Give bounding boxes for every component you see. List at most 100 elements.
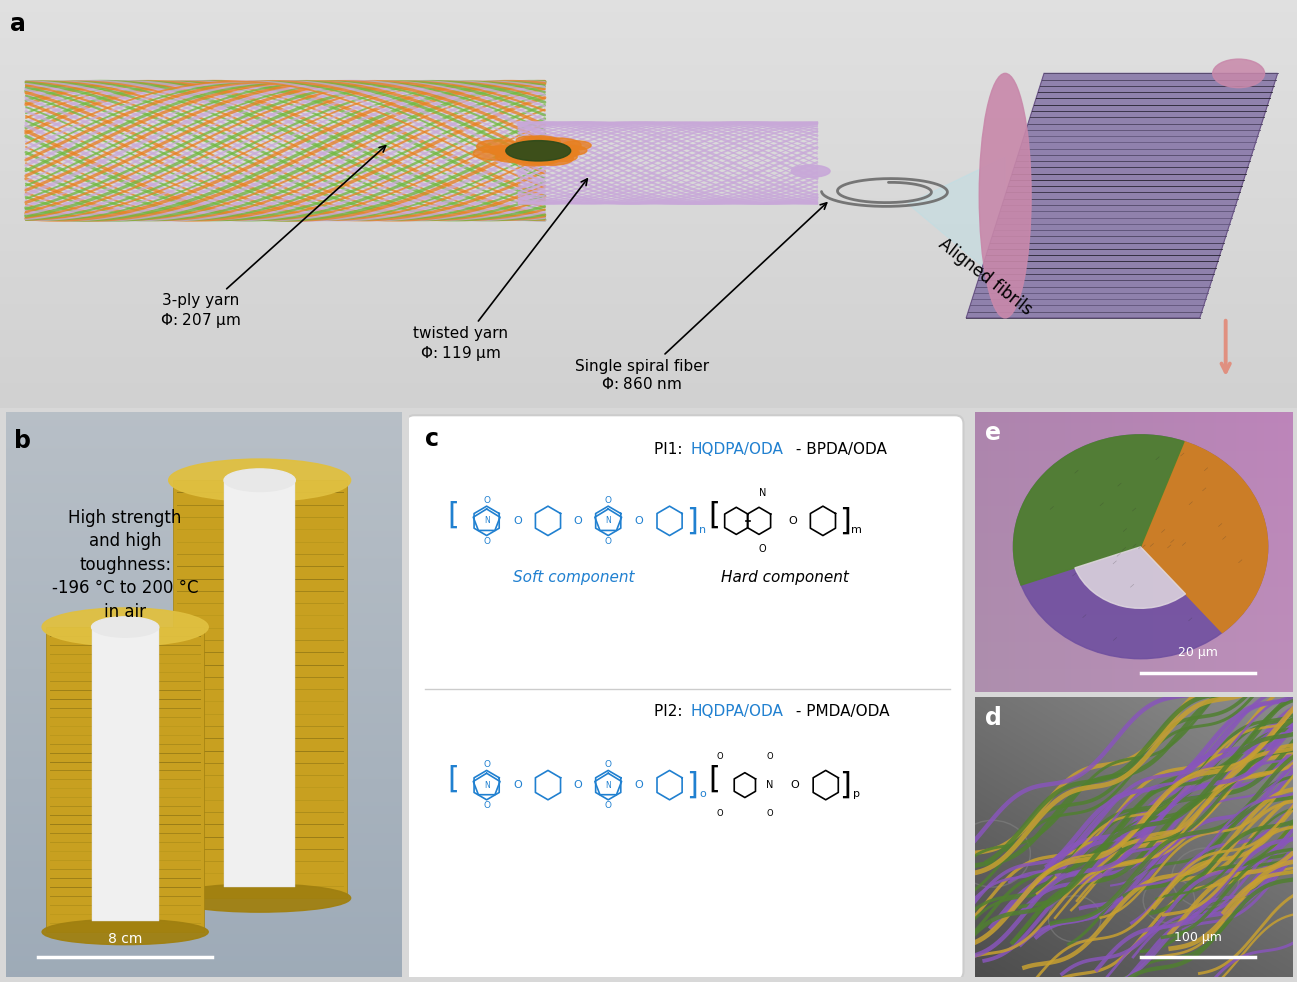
Text: [: [ [447,765,459,794]
Text: Single spiral fiber
$\Phi$: 860 nm: Single spiral fiber $\Phi$: 860 nm [575,203,826,392]
Text: O: O [484,496,490,505]
Text: O: O [604,801,612,810]
Circle shape [1013,435,1267,659]
FancyBboxPatch shape [406,415,964,980]
Circle shape [516,136,543,144]
Text: [: [ [447,501,459,529]
Text: O: O [604,496,612,505]
Text: O: O [484,801,490,810]
Circle shape [525,142,562,153]
Text: O: O [767,752,773,761]
Text: HQDPA/ODA: HQDPA/ODA [690,442,783,457]
Circle shape [555,145,586,155]
Text: HQDPA/ODA: HQDPA/ODA [690,704,783,719]
Circle shape [520,142,542,149]
Circle shape [528,152,550,159]
Circle shape [520,136,560,148]
Circle shape [473,146,518,160]
Circle shape [542,148,573,158]
Circle shape [520,152,562,165]
Circle shape [518,143,545,151]
Text: ]: ] [686,507,698,535]
Circle shape [507,149,554,164]
Text: Hard component: Hard component [721,570,850,585]
Text: 20 μm: 20 μm [1178,646,1218,659]
Text: ]: ] [839,771,851,799]
Circle shape [506,140,571,161]
Text: ]: ] [839,507,851,535]
Circle shape [489,145,521,155]
Circle shape [502,152,524,159]
Text: b: b [14,429,31,454]
Text: N: N [606,517,611,525]
Text: PI1:: PI1: [654,442,687,457]
Text: O: O [573,516,582,525]
Circle shape [545,147,580,158]
Text: m: m [851,525,861,535]
Ellipse shape [92,617,158,637]
Text: O: O [512,516,521,525]
Text: N: N [484,517,489,525]
Text: p: p [853,790,860,799]
Text: O: O [634,516,643,525]
Text: N: N [767,780,773,791]
FancyBboxPatch shape [224,480,296,887]
Text: O: O [787,516,796,525]
Text: a: a [10,12,26,36]
Circle shape [501,144,541,156]
Ellipse shape [1213,59,1265,87]
Text: twisted yarn
$\Phi$: 119 μm: twisted yarn $\Phi$: 119 μm [412,179,588,362]
Text: O: O [716,752,722,761]
Text: O: O [604,760,612,769]
Text: - BPDA/ODA: - BPDA/ODA [791,442,886,457]
Text: 3-ply yarn
$\Phi$: 207 μm: 3-ply yarn $\Phi$: 207 μm [161,145,385,330]
Text: N: N [759,488,767,498]
Circle shape [511,152,555,166]
Text: - PMDA/ODA: - PMDA/ODA [791,704,888,719]
Circle shape [523,148,567,162]
Ellipse shape [42,919,209,945]
Text: e: e [984,421,1001,445]
Text: O: O [604,537,612,546]
Text: [: [ [708,501,720,529]
Text: O: O [512,780,521,791]
Ellipse shape [169,884,350,912]
Circle shape [527,136,556,146]
Text: Aligned fibrils: Aligned fibrils [935,235,1036,319]
Circle shape [505,149,538,160]
Circle shape [530,151,573,165]
Circle shape [527,142,556,151]
Text: [: [ [708,765,720,794]
Ellipse shape [169,459,350,502]
FancyBboxPatch shape [45,627,205,932]
Text: O: O [791,780,799,791]
Text: n: n [699,525,707,535]
Text: 8 cm: 8 cm [108,932,143,946]
Text: c: c [425,426,440,451]
Text: O: O [573,780,582,791]
Text: 100 μm: 100 μm [1174,931,1222,944]
Polygon shape [966,74,1278,318]
Circle shape [511,139,556,154]
Text: O: O [484,760,490,769]
Ellipse shape [224,469,296,492]
Polygon shape [908,157,1005,286]
Wedge shape [1140,442,1267,632]
Text: ]: ] [686,771,698,799]
Text: d: d [984,706,1001,730]
Circle shape [791,165,830,178]
Circle shape [545,146,565,153]
Text: O: O [716,809,722,818]
Text: N: N [606,781,611,790]
Circle shape [547,152,577,162]
Wedge shape [1013,435,1184,585]
Text: O: O [767,809,773,818]
Circle shape [534,137,581,152]
Text: N: N [484,781,489,790]
Circle shape [495,151,530,162]
Text: Soft component: Soft component [514,570,634,585]
Text: High strength
and high
toughness:
-196 °C to 200 °C
in air: High strength and high toughness: -196 °… [52,509,198,621]
Ellipse shape [42,608,209,646]
Text: O: O [759,544,767,554]
Circle shape [543,146,577,157]
